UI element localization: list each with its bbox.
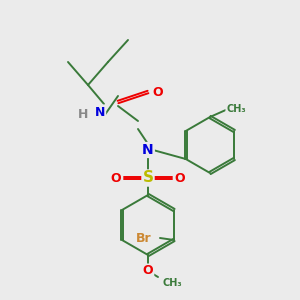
Text: S: S xyxy=(142,170,154,185)
Text: N: N xyxy=(142,143,154,157)
Text: CH₃: CH₃ xyxy=(226,104,246,114)
Text: N: N xyxy=(95,106,105,118)
Text: O: O xyxy=(175,172,185,184)
Text: CH₃: CH₃ xyxy=(162,278,182,288)
Text: O: O xyxy=(153,85,163,98)
Text: Br: Br xyxy=(136,232,152,244)
Text: H: H xyxy=(78,109,88,122)
Text: O: O xyxy=(143,265,153,278)
Text: O: O xyxy=(111,172,121,184)
